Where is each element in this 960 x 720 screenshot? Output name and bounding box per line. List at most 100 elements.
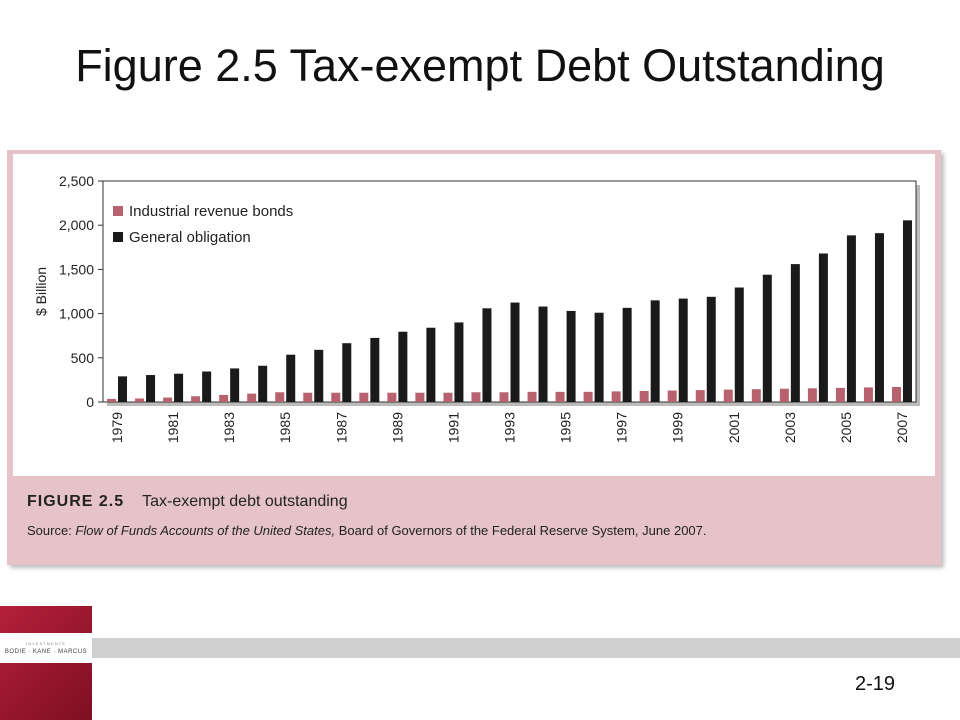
source-title: Flow of Funds Accounts of the United Sta… <box>75 523 336 538</box>
x-tick-label: 1987 <box>333 412 349 443</box>
x-tick-label: 1979 <box>109 412 125 443</box>
bar-industrial-revenue-bonds <box>331 392 341 402</box>
bar-general-obligation <box>818 253 828 402</box>
bar-industrial-revenue-bonds <box>863 387 873 402</box>
x-tick-label: 1981 <box>165 412 181 443</box>
bar-general-obligation <box>426 327 436 402</box>
y-tick-label: 2,500 <box>59 173 94 189</box>
bar-general-obligation <box>510 302 520 402</box>
bar-industrial-revenue-bonds <box>247 393 257 402</box>
bar-industrial-revenue-bonds <box>387 392 397 402</box>
bar-industrial-revenue-bonds <box>107 398 117 402</box>
x-tick-label: 1983 <box>221 412 237 443</box>
bar-general-obligation <box>538 306 548 402</box>
y-tick-label: 1,500 <box>59 261 94 277</box>
bar-general-obligation <box>202 371 212 402</box>
bar-general-obligation <box>258 365 268 402</box>
caption-label: FIGURE 2.5 <box>27 493 125 510</box>
book-authors: BODIE · KANE · MARCUS <box>4 649 88 655</box>
legend-label: Industrial revenue bonds <box>129 203 293 220</box>
bar-industrial-revenue-bonds <box>583 391 593 402</box>
bar-industrial-revenue-bonds <box>303 392 313 402</box>
bar-general-obligation <box>790 264 800 402</box>
bar-industrial-revenue-bonds <box>779 388 789 402</box>
page-number: 2-19 <box>855 673 896 695</box>
x-tick-label: 2005 <box>838 412 854 443</box>
source-line: Source: Flow of Funds Accounts of the Un… <box>27 523 927 538</box>
x-tick-label: 2003 <box>782 412 798 443</box>
bar-industrial-revenue-bonds <box>163 397 173 402</box>
bar-industrial-revenue-bonds <box>555 391 565 402</box>
bar-industrial-revenue-bonds <box>723 389 733 402</box>
bar-general-obligation <box>902 220 912 402</box>
legend-swatch <box>113 232 123 242</box>
bar-general-obligation <box>566 310 576 402</box>
bar-general-obligation <box>398 331 408 402</box>
x-tick-label: 1995 <box>558 412 574 443</box>
bar-industrial-revenue-bonds <box>415 392 425 402</box>
y-tick-label: 1,000 <box>59 306 94 322</box>
bar-general-obligation <box>846 235 856 402</box>
bar-industrial-revenue-bonds <box>219 394 229 402</box>
bar-industrial-revenue-bonds <box>499 392 509 402</box>
x-tick-label: 1985 <box>277 412 293 443</box>
book-cover-logo: INVESTMENTS BODIE · KANE · MARCUS <box>0 606 92 720</box>
x-tick-label: 1999 <box>670 412 686 443</box>
x-tick-label: 2007 <box>894 412 910 443</box>
footer-bar <box>92 638 960 658</box>
bar-general-obligation <box>762 274 772 402</box>
y-tick-label: 2,000 <box>59 217 94 233</box>
bar-industrial-revenue-bonds <box>639 390 649 402</box>
bar-industrial-revenue-bonds <box>443 392 453 402</box>
bar-industrial-revenue-bonds <box>695 390 705 402</box>
bar-general-obligation <box>342 343 352 402</box>
bar-general-obligation <box>146 375 156 402</box>
bar-general-obligation <box>482 308 492 402</box>
bar-general-obligation <box>734 287 744 402</box>
caption-text: Tax-exempt debt outstanding <box>142 493 348 510</box>
bar-general-obligation <box>874 233 884 402</box>
x-tick-label: 1991 <box>445 412 461 443</box>
bar-industrial-revenue-bonds <box>667 390 677 402</box>
bar-general-obligation <box>174 373 184 402</box>
bar-general-obligation <box>370 337 380 402</box>
bar-general-obligation <box>286 354 296 402</box>
bar-general-obligation <box>706 296 716 402</box>
y-axis-label: $ Billion <box>33 267 49 316</box>
bar-industrial-revenue-bonds <box>807 388 817 402</box>
y-tick-label: 0 <box>86 394 94 410</box>
bar-industrial-revenue-bonds <box>471 392 481 402</box>
x-tick-label: 1997 <box>614 412 630 443</box>
x-tick-label: 1993 <box>502 412 518 443</box>
slide-title: Figure 2.5 Tax-exempt Debt Outstanding <box>75 40 885 91</box>
bar-general-obligation <box>678 298 688 402</box>
chart-panel: 0 500 1,000 1,500 2,000 2,500 $ Billion 1979 198… <box>13 154 935 476</box>
book-cover-strip: INVESTMENTS BODIE · KANE · MARCUS <box>0 633 92 663</box>
bar-industrial-revenue-bonds <box>891 386 901 402</box>
figure-caption: FIGURE 2.5 Tax-exempt debt outstanding So… <box>27 493 927 538</box>
bar-industrial-revenue-bonds <box>835 387 845 402</box>
bar-general-obligation <box>230 368 240 402</box>
bar-industrial-revenue-bonds <box>191 396 201 402</box>
source-rest: Board of Governors of the Federal Reserv… <box>335 523 707 538</box>
bar-general-obligation <box>650 300 660 402</box>
source-prefix: Source: <box>27 523 76 538</box>
plot-frame <box>102 180 917 403</box>
figure-frame: 0 500 1,000 1,500 2,000 2,500 $ Billion 1979 198… <box>7 150 941 565</box>
bar-industrial-revenue-bonds <box>751 389 761 402</box>
bar-industrial-revenue-bonds <box>275 392 285 402</box>
bar-general-obligation <box>594 312 604 402</box>
bar-general-obligation <box>118 376 128 402</box>
legend-label: General obligation <box>129 229 251 246</box>
bar-general-obligation <box>454 322 464 402</box>
y-tick-label: 500 <box>71 350 95 366</box>
bar-general-obligation <box>314 349 324 402</box>
legend-swatch <box>113 206 123 216</box>
x-tick-label: 1989 <box>389 412 405 443</box>
bar-industrial-revenue-bonds <box>135 398 145 402</box>
bar-general-obligation <box>622 307 632 402</box>
bar-industrial-revenue-bonds <box>359 392 369 402</box>
book-series: INVESTMENTS <box>26 641 66 646</box>
bar-chart: 0 500 1,000 1,500 2,000 2,500 $ Billion 1979 198… <box>33 173 920 443</box>
bar-industrial-revenue-bonds <box>611 391 621 402</box>
